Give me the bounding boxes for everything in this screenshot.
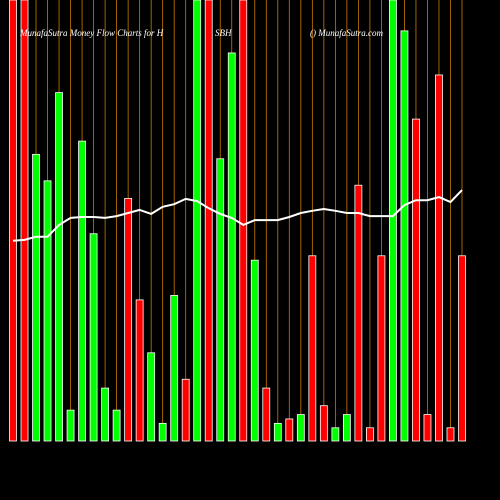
bar bbox=[193, 0, 202, 442]
bar bbox=[101, 387, 110, 442]
bar bbox=[365, 427, 374, 442]
bar bbox=[55, 92, 63, 442]
bar bbox=[458, 255, 466, 442]
bar bbox=[147, 352, 156, 442]
bar bbox=[135, 299, 144, 442]
money-flow-line bbox=[12, 189, 463, 242]
bar bbox=[204, 0, 213, 442]
bar bbox=[32, 153, 40, 442]
bar bbox=[20, 0, 29, 442]
bar bbox=[296, 414, 305, 442]
bar bbox=[285, 418, 294, 442]
source: () MunafaSutra.com bbox=[310, 28, 383, 38]
bar bbox=[319, 405, 328, 442]
bar bbox=[435, 74, 443, 442]
bar bbox=[342, 414, 351, 442]
bar bbox=[89, 233, 98, 442]
bar bbox=[9, 0, 17, 442]
bar bbox=[170, 295, 179, 442]
bar bbox=[331, 427, 340, 442]
bar bbox=[423, 414, 432, 442]
bar bbox=[377, 255, 386, 442]
bar bbox=[216, 158, 225, 442]
bar bbox=[273, 422, 282, 442]
bar bbox=[43, 180, 52, 442]
bar bbox=[412, 118, 420, 442]
bar bbox=[250, 259, 259, 442]
bar bbox=[66, 409, 75, 442]
bar bbox=[446, 427, 455, 442]
bar bbox=[227, 52, 236, 442]
bar bbox=[239, 0, 248, 442]
bar bbox=[308, 255, 317, 442]
bar bbox=[354, 184, 363, 442]
bar bbox=[124, 198, 133, 442]
bar bbox=[181, 378, 190, 442]
bar bbox=[78, 140, 86, 442]
chart-subtitle: SBH bbox=[215, 28, 232, 38]
bar bbox=[389, 0, 397, 442]
bar bbox=[158, 422, 167, 442]
bar bbox=[112, 409, 121, 442]
chart-title: MunafaSutra Money Flow Charts for H bbox=[19, 28, 164, 38]
bar bbox=[262, 387, 271, 442]
bar bbox=[400, 30, 409, 442]
